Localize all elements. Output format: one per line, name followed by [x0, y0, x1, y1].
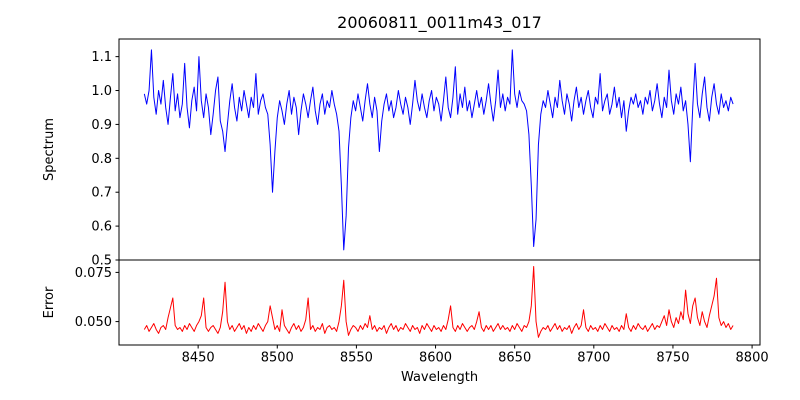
panel-spine — [118, 259, 761, 346]
x-tick-label: 8650 — [498, 351, 531, 366]
x-tick-label: 8450 — [182, 351, 215, 366]
y-axis-label-spectrum: Spectrum — [42, 118, 57, 181]
y-tick-label: 0.6 — [91, 220, 112, 235]
x-tick-label: 8500 — [261, 351, 294, 366]
x-tick-label: 8700 — [577, 351, 610, 366]
error-line — [143, 265, 734, 338]
x-tick-label: 8550 — [340, 351, 373, 366]
chart-title: 20060811_0011m43_017 — [337, 13, 542, 33]
y-tick-label: 0.9 — [91, 118, 112, 133]
y-axis-label-error: Error — [42, 286, 57, 318]
axis-ticks: 0.5 0.6 0.7 0.8 0.9 1.0 1.1 0.050 0.075 8450 8500 8… — [75, 50, 769, 365]
y-tick-label: 0.050 — [75, 315, 112, 330]
y-tick-label: 0.7 — [91, 186, 112, 201]
y-tick-label: 0.8 — [91, 152, 112, 167]
x-tick-label: 8600 — [419, 351, 452, 366]
x-tick-label: 8800 — [736, 351, 769, 366]
y-tick-label: 0.5 — [91, 254, 112, 269]
y-tick-label: 1.1 — [91, 50, 112, 65]
x-tick-label: 8750 — [656, 351, 689, 366]
x-axis-label: Wavelength — [401, 370, 478, 385]
panel-spine — [118, 38, 761, 261]
spectrum-line — [143, 49, 734, 251]
plot-spines — [118, 38, 761, 346]
y-tick-label: 1.0 — [91, 84, 112, 99]
y-tick-label: 0.075 — [75, 266, 112, 281]
